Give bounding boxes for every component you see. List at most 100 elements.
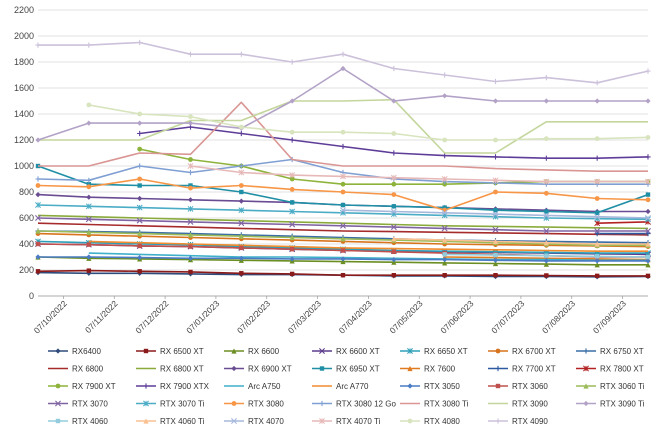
data-point <box>340 143 346 150</box>
data-point <box>289 221 296 228</box>
legend-label: RTX 3050 <box>424 382 460 391</box>
data-point <box>86 102 92 108</box>
data-point <box>390 208 397 215</box>
data-point <box>188 244 193 249</box>
data-point <box>645 254 651 260</box>
data-point <box>544 209 549 214</box>
data-point <box>493 273 498 278</box>
data-point <box>137 183 142 188</box>
series-lines <box>35 39 651 280</box>
data-point <box>543 75 549 81</box>
data-point <box>645 215 651 221</box>
legend-item: RX 6500 XT <box>136 347 204 356</box>
data-point <box>238 183 244 188</box>
data-point <box>495 348 501 354</box>
data-point <box>137 269 142 274</box>
data-point <box>238 255 244 261</box>
legend-label: RTX 4070 Ti <box>336 417 381 426</box>
data-point <box>390 224 397 231</box>
data-point <box>340 256 346 262</box>
legend-label: RTX 3060 Ti <box>600 382 645 391</box>
data-point <box>442 252 447 257</box>
data-point <box>86 182 92 187</box>
legend-item: RTX 4070 Ti <box>312 417 381 426</box>
y-tick-label: 1800 <box>14 57 34 67</box>
data-point <box>492 211 499 218</box>
y-tick-label: 1200 <box>14 135 34 145</box>
data-point <box>143 383 149 389</box>
series-group <box>38 98 648 154</box>
data-point <box>55 418 61 424</box>
data-point <box>35 183 41 188</box>
data-point <box>137 255 143 261</box>
data-point <box>543 190 549 196</box>
data-point <box>289 137 295 143</box>
x-tick-label: 07/09/2023 <box>591 298 628 335</box>
data-point <box>35 228 41 234</box>
data-point <box>35 137 41 143</box>
data-point <box>493 252 498 258</box>
y-tick-label: 1600 <box>14 83 34 93</box>
legend-label: RTX 3080 Ti <box>424 400 469 409</box>
data-point <box>492 177 499 184</box>
legend-item: RTX 3080 <box>224 400 284 409</box>
legend-label: RX 6900 XT <box>248 365 292 374</box>
data-point <box>143 400 149 407</box>
data-point <box>594 220 601 227</box>
data-point <box>238 51 244 57</box>
series-line <box>38 101 648 172</box>
y-tick-label: 1400 <box>14 109 34 119</box>
data-point <box>239 189 244 195</box>
data-point <box>391 249 397 254</box>
data-point <box>645 192 651 197</box>
x-tick-label: 07/04/2023 <box>337 298 374 335</box>
data-point <box>187 51 194 57</box>
data-point <box>594 155 600 161</box>
data-point <box>188 183 193 188</box>
legend-item: RTX 3060 <box>488 382 548 391</box>
y-tick-label: 400 <box>19 239 34 249</box>
series-line <box>597 221 649 224</box>
legend-item: RTX 4070 <box>224 417 284 426</box>
data-point <box>442 205 447 210</box>
legend-label: RX 6500 XT <box>160 347 204 356</box>
data-point <box>391 273 397 278</box>
legend-label: RTX 4060 Ti <box>160 417 205 426</box>
data-point <box>441 212 448 219</box>
data-point <box>543 228 550 234</box>
data-point <box>645 258 651 264</box>
data-point <box>187 232 194 238</box>
data-point <box>391 181 397 187</box>
legend-label: RX 7600 <box>424 365 456 374</box>
data-point <box>391 150 397 156</box>
data-point <box>594 254 600 259</box>
legend-item: RX 6700 XT <box>488 347 556 356</box>
legend-label: RTX 4060 <box>72 417 108 426</box>
data-point <box>645 231 651 237</box>
data-point <box>442 260 448 266</box>
legend-label: RX6400 <box>72 347 101 356</box>
data-point <box>55 400 61 407</box>
data-point <box>319 400 325 407</box>
series-line <box>393 238 648 245</box>
data-point <box>86 268 92 273</box>
legend-item: Arc A750 <box>224 382 281 391</box>
data-point <box>492 257 499 263</box>
legend-item: RX 6750 XT <box>576 347 644 356</box>
data-point <box>137 39 143 46</box>
series-group <box>594 231 651 237</box>
data-point <box>289 208 296 215</box>
data-point <box>594 178 601 185</box>
data-point <box>645 208 651 215</box>
data-point <box>407 383 413 389</box>
legend-label: RTX 3070 <box>72 400 108 409</box>
legend-label: RTX 3070 Ti <box>160 400 205 409</box>
series-group <box>38 101 648 172</box>
legend-label: RTX 3090 <box>512 400 548 409</box>
y-tick-label: 1000 <box>14 161 34 171</box>
data-point <box>594 98 600 104</box>
data-point <box>594 80 600 86</box>
data-point <box>441 225 448 232</box>
data-point <box>35 254 41 260</box>
